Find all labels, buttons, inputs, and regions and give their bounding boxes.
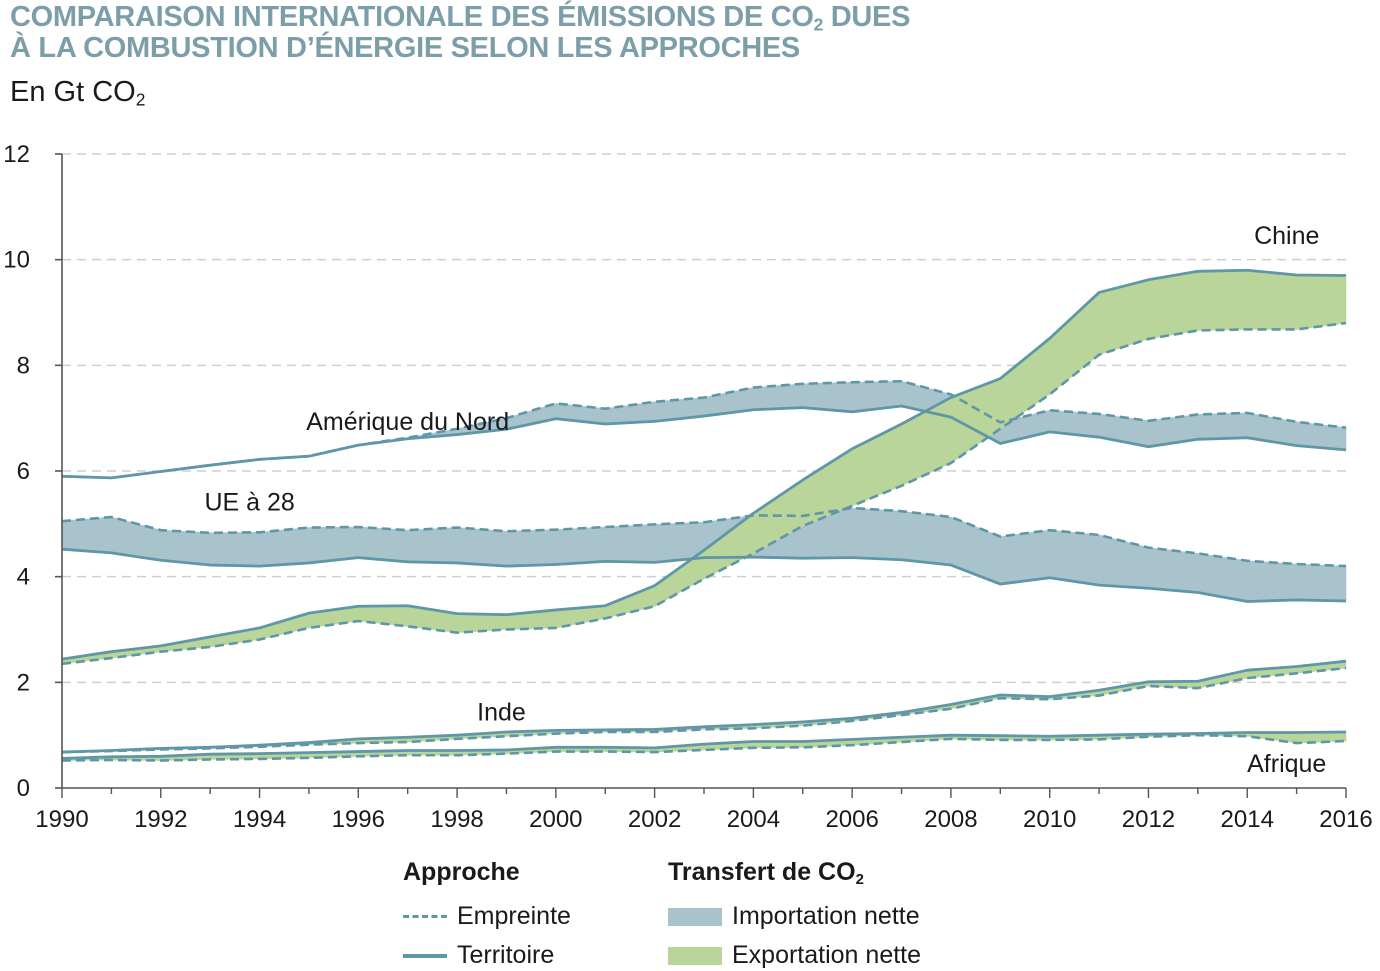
title-line2: À LA COMBUSTION D’ÉNERGIE SELON LES APPR… — [10, 32, 800, 64]
region-label-2: Chine — [1254, 222, 1319, 250]
empreinte-line-3 — [61, 666, 1347, 754]
axes: 0 2 4 6 8 10 12 1990 1992 1994 1996 1998 2000 2002 200… — [3, 141, 1372, 833]
territoire-line-3 — [61, 659, 1347, 754]
region-label-1: UE à 28 — [204, 489, 294, 517]
y-tick-label-2: 2 — [17, 669, 30, 696]
empreinte-line-1 — [61, 506, 1347, 568]
fill-2-25 — [1296, 274, 1347, 330]
region-label-0: Amérique du Nord — [306, 408, 509, 436]
fill-1-0 — [61, 516, 112, 554]
fill-2-23 — [1197, 269, 1248, 331]
fill-1-16 — [851, 507, 902, 561]
fill-1-19 — [1000, 529, 1050, 585]
legend-territoire: Territoire — [403, 941, 554, 970]
fill-1-25 — [1296, 563, 1347, 602]
x-tick-label-2006: 2006 — [825, 806, 878, 833]
fill-0-23 — [1197, 412, 1248, 440]
x-tick-label-2010: 2010 — [1023, 806, 1076, 833]
legend-territoire-label: Territoire — [457, 941, 555, 969]
region-labels: Amérique du Nord UE à 28 Chine Inde Afrique — [204, 222, 1326, 778]
dashed-line-swatch — [403, 915, 447, 918]
fill-1-20 — [1049, 529, 1100, 586]
legend-empreinte: Empreinte — [403, 902, 571, 931]
x-tick-label-1994: 1994 — [233, 806, 286, 833]
x-tick-label-1996: 1996 — [332, 806, 385, 833]
y-tick-label-0: 0 — [17, 775, 30, 802]
fill-1-4 — [259, 527, 310, 567]
x-tick-label-2008: 2008 — [924, 806, 977, 833]
x-tick-label-2004: 2004 — [727, 806, 780, 833]
fill-1-8 — [456, 527, 507, 567]
legend-importation-label: Importation nette — [732, 902, 920, 930]
fill-2-22 — [1148, 270, 1199, 340]
territoire-line-2 — [61, 268, 1347, 661]
fill-1-7 — [407, 527, 458, 564]
x-tick-label-2016: 2016 — [1319, 806, 1372, 833]
legend-approche-title: Approche — [403, 858, 520, 886]
fill-1-3 — [209, 531, 260, 567]
territoire-line-1 — [61, 547, 1347, 603]
y-tick-label-4: 4 — [17, 564, 30, 591]
legend-transfert-title: Transfert de CO2 — [668, 858, 864, 888]
chart-title: COMPARAISON INTERNATIONALE DES ÉMISSIONS… — [10, 2, 910, 64]
y-tick-label-10: 10 — [3, 247, 30, 274]
empreinte-line-4 — [61, 733, 1347, 762]
title-line1: COMPARAISON INTERNATIONALE DES ÉMISSIONS… — [10, 1, 911, 35]
fill-2-20 — [1049, 291, 1100, 396]
x-tick-label-1998: 1998 — [430, 806, 483, 833]
fill-1-24 — [1246, 560, 1297, 602]
fill-1-22 — [1148, 547, 1199, 593]
x-tick-label-2014: 2014 — [1221, 806, 1274, 833]
region-label-4: Afrique — [1247, 750, 1326, 778]
fill-1-17 — [901, 510, 952, 566]
territoire-line-0 — [61, 404, 1347, 480]
fill-2-24 — [1246, 269, 1297, 330]
y-tick-label-6: 6 — [17, 458, 30, 485]
x-tick-label-2012: 2012 — [1122, 806, 1175, 833]
empreinte-line-2 — [61, 321, 1347, 666]
legend-exportation-label: Exportation nette — [732, 941, 922, 969]
fill-1-6 — [358, 526, 408, 563]
fill-1-11 — [604, 524, 655, 563]
x-tick-label-1992: 1992 — [134, 806, 187, 833]
territoire-line-4 — [61, 730, 1347, 760]
export-swatch — [668, 946, 722, 965]
fill-1-9 — [506, 529, 557, 567]
y-tick-label-8: 8 — [17, 352, 30, 379]
y-tick-label-12: 12 — [3, 141, 30, 168]
solid-line-swatch — [403, 953, 447, 958]
series-lines — [61, 268, 1347, 762]
unit-label: En Gt CO2 — [10, 76, 146, 110]
legend-exportation: Exportation nette — [668, 941, 921, 970]
region-label-3: Inde — [477, 698, 526, 726]
x-tick-label-2002: 2002 — [628, 806, 681, 833]
fill-1-21 — [1098, 534, 1149, 589]
legend-empreinte-label: Empreinte — [457, 902, 571, 930]
import-swatch — [668, 907, 722, 926]
gridlines — [62, 153, 1346, 684]
x-tick-label-1990: 1990 — [35, 806, 88, 833]
x-tick-label-2000: 2000 — [529, 806, 582, 833]
fill-1-10 — [555, 526, 606, 565]
legend-importation: Importation nette — [668, 902, 920, 931]
